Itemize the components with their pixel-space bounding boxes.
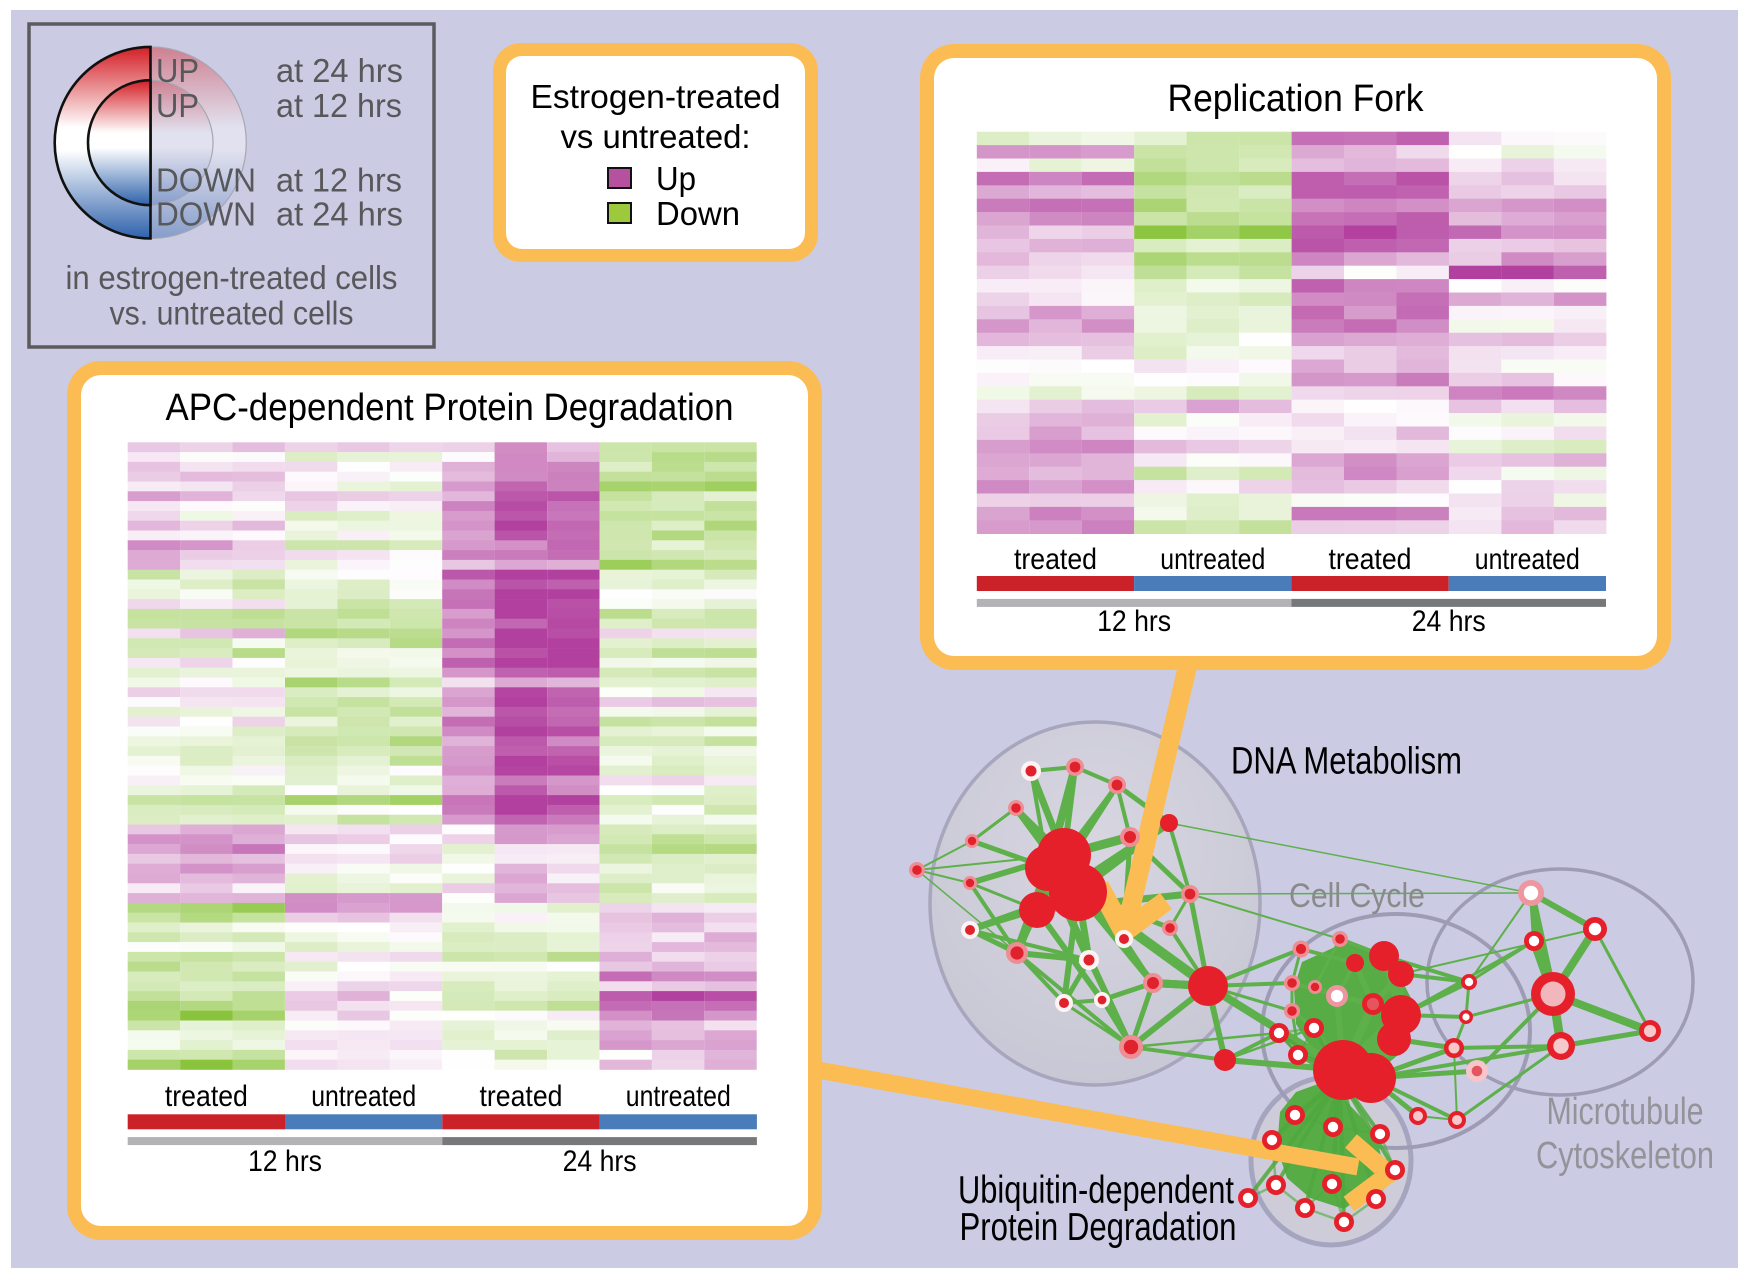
svg-text:Cytoskeleton: Cytoskeleton	[1536, 1135, 1714, 1177]
svg-text:12 hrs: 12 hrs	[248, 1145, 322, 1178]
svg-text:untreated: untreated	[1475, 543, 1580, 576]
svg-text:Down: Down	[656, 195, 740, 232]
svg-text:24 hrs: 24 hrs	[1412, 605, 1486, 638]
svg-text:vs untreated:: vs untreated:	[561, 118, 751, 155]
svg-text:at 12 hrs: at 12 hrs	[276, 87, 402, 124]
svg-text:untreated: untreated	[311, 1080, 416, 1113]
svg-text:untreated: untreated	[626, 1080, 731, 1113]
svg-text:Microtubule: Microtubule	[1547, 1091, 1704, 1133]
svg-text:treated: treated	[165, 1080, 248, 1113]
svg-text:Protein Degradation: Protein Degradation	[960, 1206, 1237, 1249]
svg-text:DOWN: DOWN	[156, 162, 256, 199]
svg-text:treated: treated	[1329, 543, 1412, 576]
svg-text:Up: Up	[656, 160, 696, 197]
svg-text:UP: UP	[156, 87, 199, 124]
svg-text:DNA Metabolism: DNA Metabolism	[1231, 741, 1462, 783]
svg-text:treated: treated	[1014, 543, 1097, 576]
svg-text:12 hrs: 12 hrs	[1097, 605, 1171, 638]
svg-text:in estrogen-treated cells: in estrogen-treated cells	[66, 259, 398, 296]
svg-text:Estrogen-treated: Estrogen-treated	[531, 78, 781, 115]
svg-text:treated: treated	[480, 1080, 563, 1113]
svg-text:at 24 hrs: at 24 hrs	[276, 196, 403, 233]
svg-text:Ubiquitin-dependent: Ubiquitin-dependent	[958, 1169, 1234, 1212]
svg-text:at 24 hrs: at 24 hrs	[276, 52, 403, 89]
svg-text:DOWN: DOWN	[156, 196, 256, 233]
svg-text:24 hrs: 24 hrs	[563, 1145, 637, 1178]
svg-text:Replication Fork: Replication Fork	[1168, 78, 1425, 120]
svg-text:untreated: untreated	[1160, 543, 1265, 576]
svg-text:vs. untreated cells: vs. untreated cells	[110, 295, 354, 332]
svg-text:Cell Cycle: Cell Cycle	[1289, 877, 1425, 915]
svg-text:APC-dependent Protein Degradat: APC-dependent Protein Degradation	[166, 387, 734, 429]
svg-text:UP: UP	[156, 52, 199, 89]
svg-text:at 12 hrs: at 12 hrs	[276, 162, 402, 199]
